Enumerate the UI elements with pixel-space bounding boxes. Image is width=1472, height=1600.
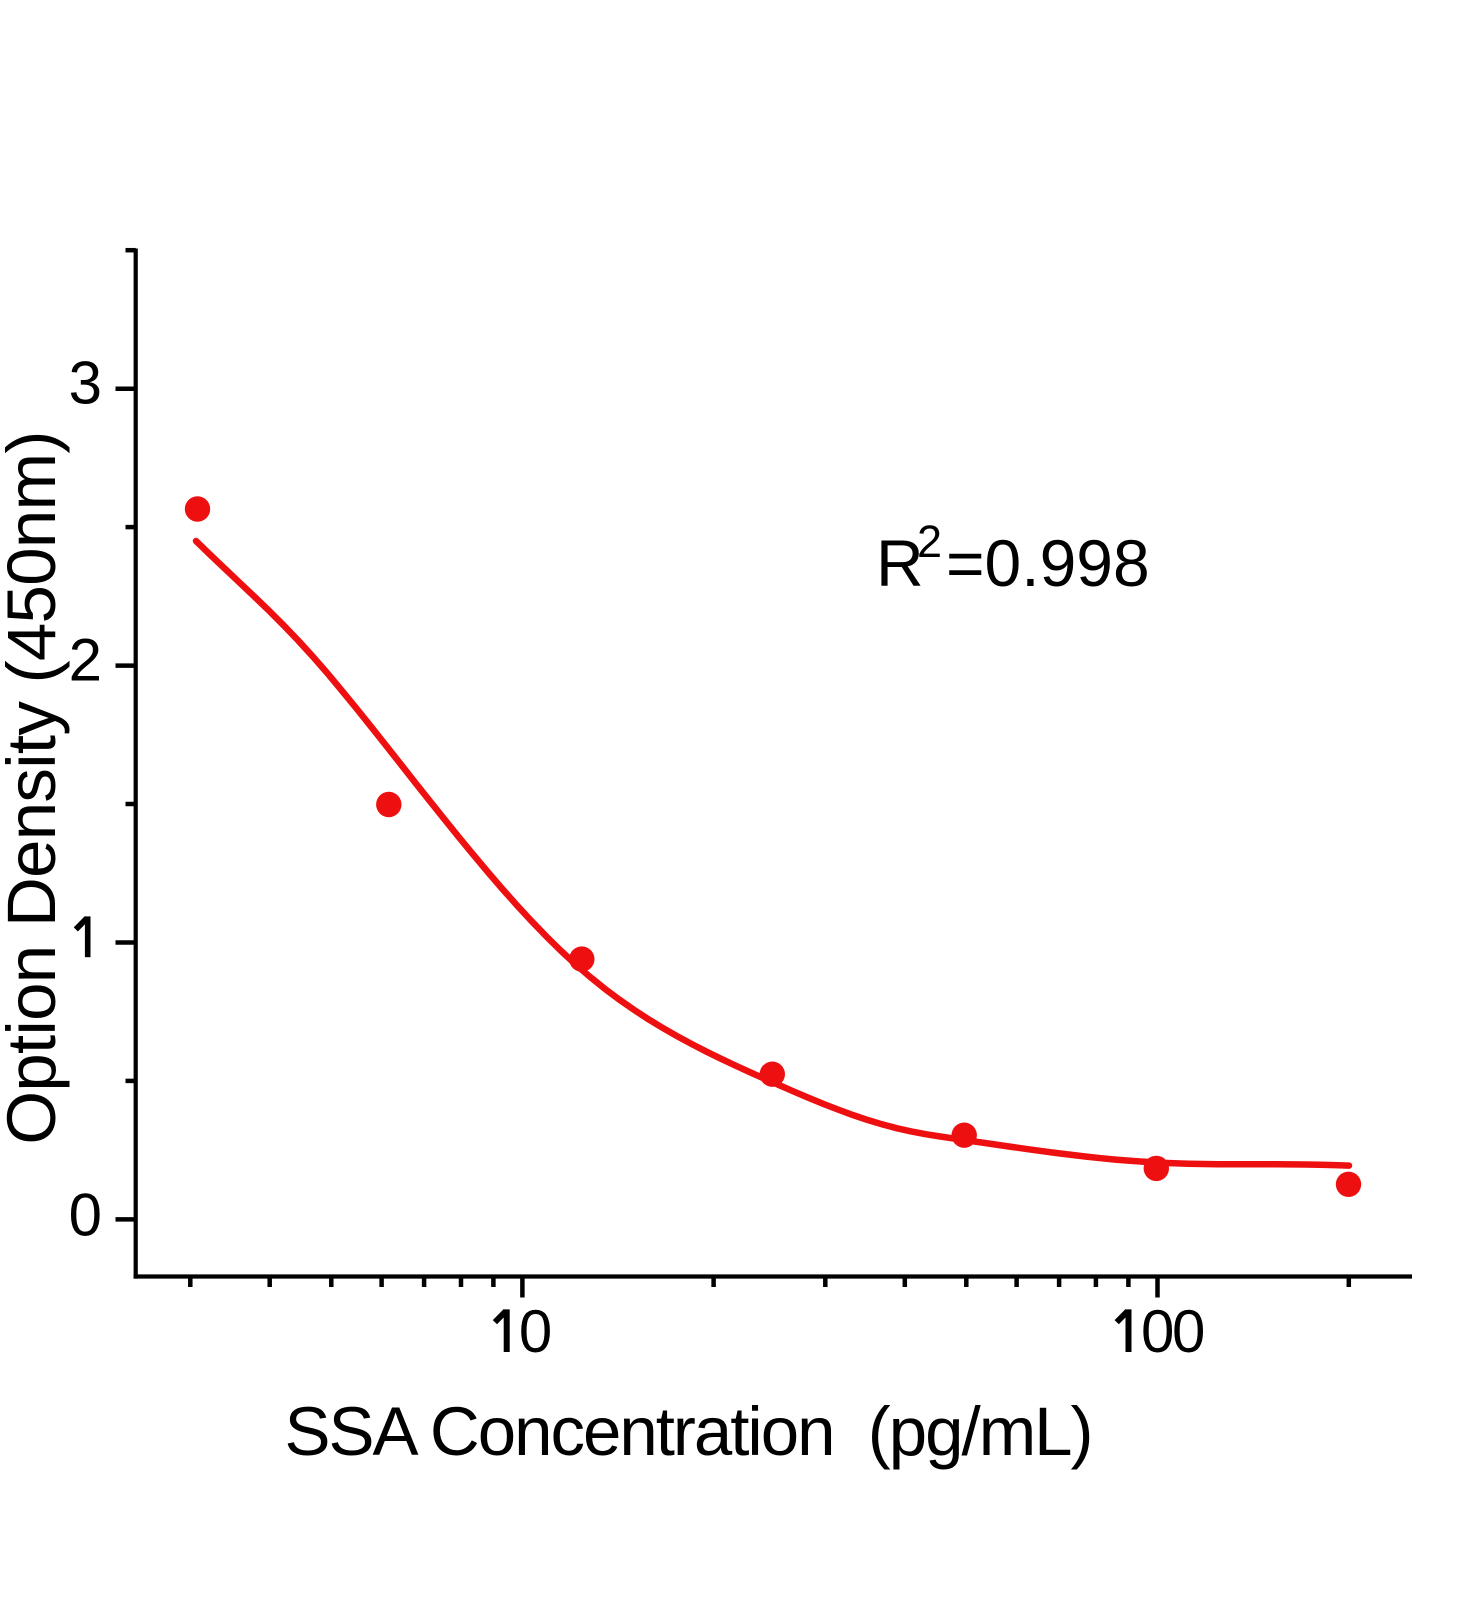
svg-text:2: 2 <box>69 627 102 694</box>
svg-text:=0.998: =0.998 <box>946 526 1150 600</box>
svg-text:0: 0 <box>519 1298 552 1365</box>
svg-text:3: 3 <box>69 350 102 417</box>
svg-text:SSA Concentration (pg/mL): SSA Concentration (pg/mL) <box>284 1393 1091 1470</box>
svg-text:2: 2 <box>917 516 942 567</box>
svg-text:R: R <box>876 526 924 600</box>
svg-text:0: 0 <box>69 1181 102 1248</box>
svg-text:Option Density (450nm): Option Density (450nm) <box>0 431 70 1144</box>
svg-text:0: 0 <box>1141 1298 1174 1365</box>
svg-text:0: 0 <box>1172 1298 1205 1365</box>
